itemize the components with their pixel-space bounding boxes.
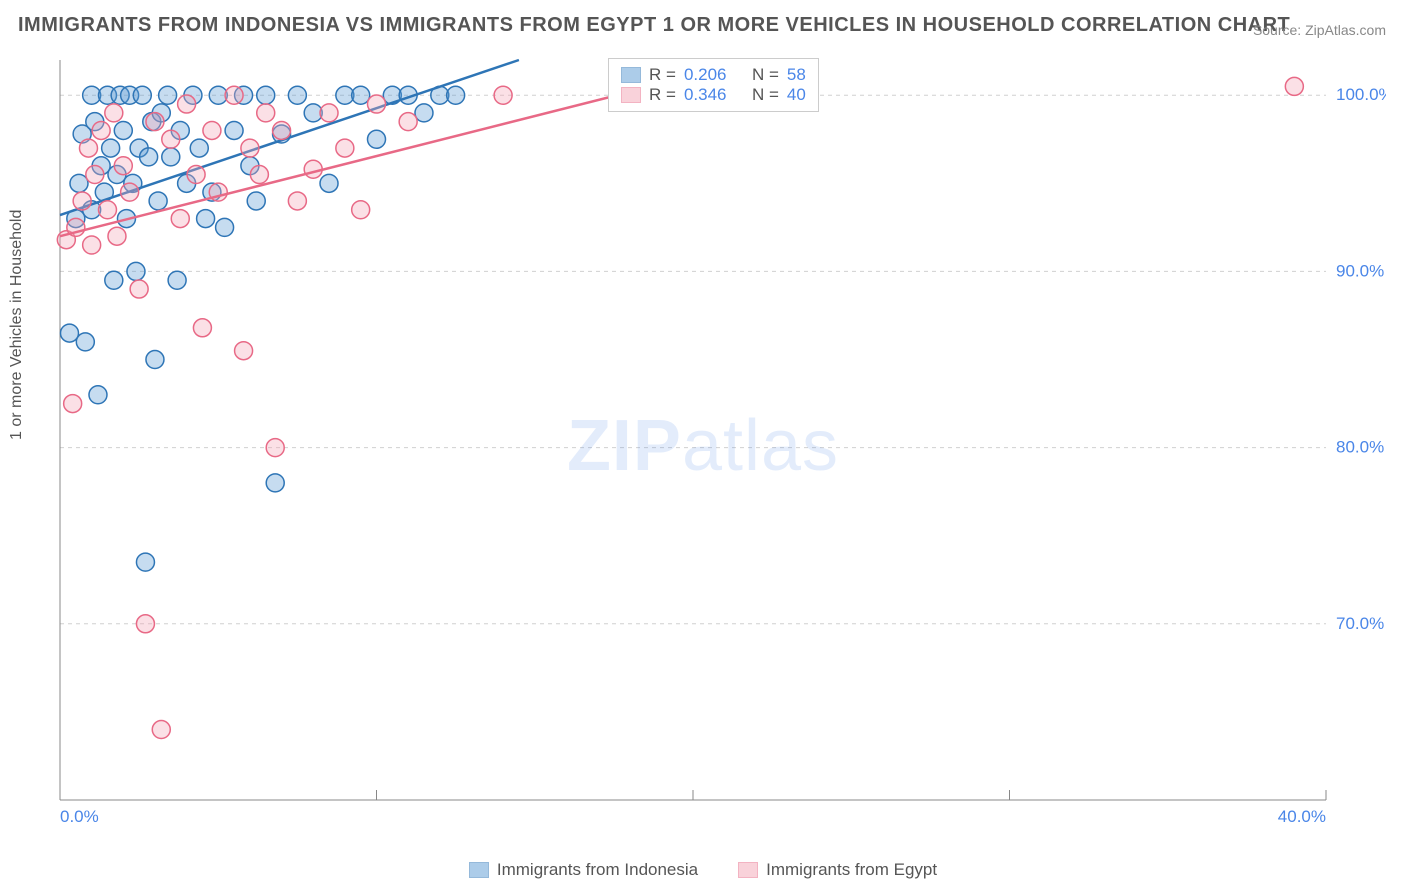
data-point	[187, 166, 205, 184]
legend-r-label: R =	[649, 85, 676, 105]
data-point	[133, 86, 151, 104]
data-point	[447, 86, 465, 104]
data-point	[64, 395, 82, 413]
svg-text:70.0%: 70.0%	[1336, 614, 1384, 633]
data-point	[225, 86, 243, 104]
data-point	[190, 139, 208, 157]
data-point	[136, 615, 154, 633]
data-point	[273, 121, 291, 139]
legend-swatch	[621, 87, 641, 103]
data-point	[136, 553, 154, 571]
data-point	[257, 104, 275, 122]
svg-text:0.0%: 0.0%	[60, 807, 99, 826]
data-point	[257, 86, 275, 104]
data-point	[121, 183, 139, 201]
source-label: Source: ZipAtlas.com	[1253, 22, 1386, 38]
bottom-legend-label: Immigrants from Egypt	[766, 860, 937, 880]
data-point	[203, 121, 221, 139]
data-point	[168, 271, 186, 289]
data-point	[225, 121, 243, 139]
data-point	[162, 130, 180, 148]
data-point	[288, 192, 306, 210]
data-point	[70, 174, 88, 192]
data-point	[162, 148, 180, 166]
data-point	[352, 201, 370, 219]
data-point	[415, 104, 433, 122]
data-point	[368, 95, 386, 113]
data-point	[494, 86, 512, 104]
data-point	[266, 474, 284, 492]
legend-swatch	[621, 67, 641, 83]
legend-n-label: N =	[752, 65, 779, 85]
data-point	[1285, 77, 1303, 95]
legend-r-label: R =	[649, 65, 676, 85]
svg-text:80.0%: 80.0%	[1336, 438, 1384, 457]
y-axis-label: 1 or more Vehicles in Household	[8, 210, 26, 440]
data-point	[193, 319, 211, 337]
data-point	[83, 236, 101, 254]
data-point	[352, 86, 370, 104]
chart-title: IMMIGRANTS FROM INDONESIA VS IMMIGRANTS …	[18, 14, 1290, 37]
data-point	[114, 157, 132, 175]
data-point	[241, 139, 259, 157]
data-point	[79, 139, 97, 157]
legend-r-value: 0.206	[684, 65, 727, 85]
legend-r-value: 0.346	[684, 85, 727, 105]
data-point	[89, 386, 107, 404]
data-point	[108, 227, 126, 245]
data-point	[197, 210, 215, 228]
data-point	[250, 166, 268, 184]
data-point	[171, 210, 189, 228]
scatter-plot: 70.0% 80.0% 90.0% 100.0% 0.0% 40.0%	[50, 50, 1386, 830]
data-point	[92, 121, 110, 139]
data-point	[102, 139, 120, 157]
data-point	[399, 113, 417, 131]
bottom-legend-label: Immigrants from Indonesia	[497, 860, 698, 880]
data-point	[98, 201, 116, 219]
data-point	[320, 104, 338, 122]
data-point	[320, 174, 338, 192]
svg-text:100.0%: 100.0%	[1336, 85, 1386, 104]
data-point	[146, 351, 164, 369]
data-point	[336, 139, 354, 157]
data-point	[216, 218, 234, 236]
legend-row: R = 0.206 N = 58	[621, 65, 806, 85]
data-point	[140, 148, 158, 166]
data-point	[73, 192, 91, 210]
legend-n-value: 40	[787, 85, 806, 105]
data-point	[127, 262, 145, 280]
legend-n-label: N =	[752, 85, 779, 105]
legend-n-value: 58	[787, 65, 806, 85]
data-point	[368, 130, 386, 148]
data-point	[146, 113, 164, 131]
data-point	[159, 86, 177, 104]
data-point	[105, 104, 123, 122]
data-point	[76, 333, 94, 351]
legend-row: R = 0.346 N = 40	[621, 85, 806, 105]
data-point	[60, 324, 78, 342]
bottom-legend-item: Immigrants from Egypt	[738, 860, 937, 880]
data-point	[235, 342, 253, 360]
legend-swatch	[469, 862, 489, 878]
data-point	[178, 95, 196, 113]
svg-text:90.0%: 90.0%	[1336, 261, 1384, 280]
bottom-legend: Immigrants from Indonesia Immigrants fro…	[0, 860, 1406, 880]
legend-swatch	[738, 862, 758, 878]
data-point	[130, 280, 148, 298]
stats-legend: R = 0.206 N = 58 R = 0.346 N = 40	[608, 58, 819, 112]
svg-text:40.0%: 40.0%	[1278, 807, 1326, 826]
data-point	[105, 271, 123, 289]
data-point	[266, 439, 284, 457]
bottom-legend-item: Immigrants from Indonesia	[469, 860, 698, 880]
data-point	[288, 86, 306, 104]
data-point	[247, 192, 265, 210]
data-point	[86, 166, 104, 184]
data-point	[152, 721, 170, 739]
data-point	[114, 121, 132, 139]
data-point	[149, 192, 167, 210]
